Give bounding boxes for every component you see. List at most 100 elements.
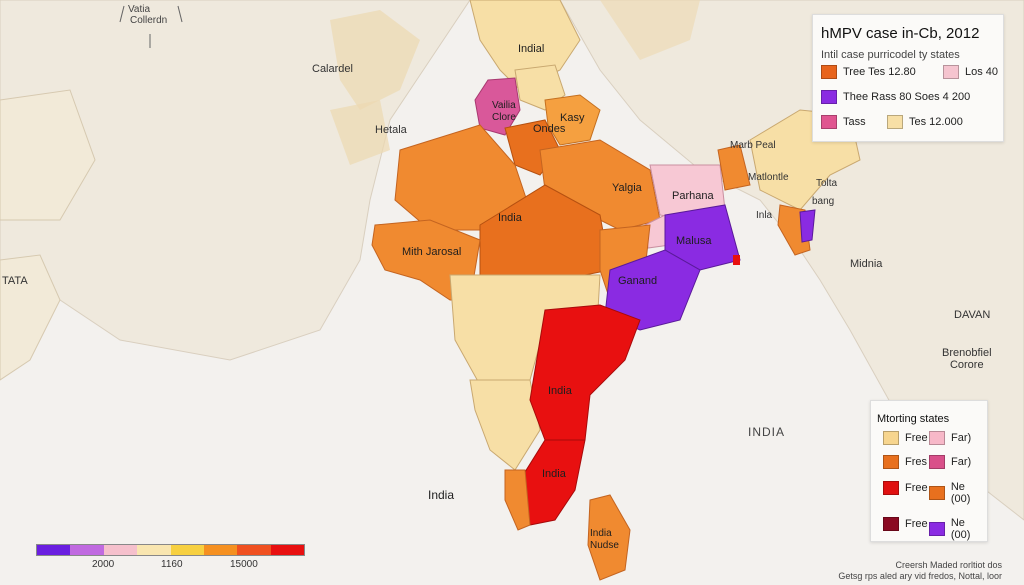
legend-label: Thee Rass 80 Soes 4 200 [843,91,971,103]
credits-line2: Getsg rps aled ary vid fredos, Nottal, l… [838,571,1002,581]
legend-swatch [929,431,945,445]
legend-swatch [929,455,945,469]
label-calardel: Calardel [312,63,353,75]
legend-label: Tes 12.000 [909,116,963,128]
legend-swatch [929,522,945,536]
scale-segment [137,545,171,555]
label-parhana: Parhana [672,190,714,202]
scale-segment [103,545,138,555]
sandy-patch-3 [600,0,700,60]
label-yalgia: Yalgia [612,182,642,194]
legend-row-1-right: Los 40 [943,65,998,79]
label-india-sea: INDIA [748,425,786,439]
state-lanka [587,494,631,581]
legend-label: Los 40 [965,66,999,78]
legend-item-label: Far) [951,456,972,468]
scale-segment [37,545,71,555]
label-indial: Indial [518,43,545,55]
legend-item: Far) [929,431,971,445]
legend-swatch [883,517,899,531]
sandy-patch-1 [330,10,420,110]
legend-item-label: Far) [951,432,972,444]
label-ondes: Ondes [533,123,566,135]
label-tata: TATA [2,275,28,287]
state-pink-north [474,77,521,136]
legend-swatch [887,115,903,129]
scale-segment [70,545,104,555]
land-left-blob [0,89,96,221]
legend-item-label: Free [905,432,928,444]
label-kasy: Kasy [560,112,585,124]
legend-item-label: Free [905,518,928,530]
legend-item: Ne (00) [929,517,987,541]
label-india-center: India [498,212,522,224]
color-scale-bar [36,544,305,556]
land-left-lower [0,254,61,381]
legend-bottom-title: Mtorting states [877,413,950,425]
label-midnia: Midnia [850,258,883,270]
compass-line2: Collerdn [130,15,168,26]
label-brenobfiel: Brenobfiel Corore [942,347,992,371]
label-marb-peal: Marb Peal [730,140,776,151]
scale-segment [237,545,271,555]
scale-segment [203,545,238,555]
state-red-dot [733,255,740,265]
state-kerala [504,469,531,531]
state-ne-orange-1 [717,144,751,191]
legend-item-label: Ne (00) [950,517,971,541]
label-tolta: Tolta [816,178,838,189]
legend-panel-bottom: Mtorting states Free Far) Fres Far) Free… [870,400,988,542]
scale-label-2: 1160 [161,559,183,570]
legend-swatch [883,455,899,469]
legend-item: Ne (00) [929,481,987,505]
state-ne-purple [799,209,816,243]
sandy-patch-2 [330,100,390,165]
scale-segment [170,545,204,555]
legend-item-label: Free [905,482,928,494]
legend-row-2: Thee Rass 80 Soes 4 200 [821,90,970,104]
label-india-red1: India [548,385,572,397]
legend-swatch [821,115,837,129]
legend-row-1-left: Tree Tes 12.80 [821,65,916,79]
label-malusa: Malusa [676,235,712,247]
legend-row-3-right: Tes 12.000 [887,115,963,129]
legend-item-label: Fres [905,456,927,468]
label-davan: DAVAN [954,309,991,321]
label-india-red2: India [542,468,566,480]
label-hetala: Hetala [375,124,407,136]
legend-swatch [883,431,899,445]
map-credits: Creersh Maded rorltiot dos Getsg rps ale… [838,560,1002,582]
scale-label-3: 15000 [230,559,258,570]
legend-swatch [821,90,837,104]
legend-item: Far) [929,455,971,469]
scale-label-1: 2000 [92,559,115,570]
legend-label: Tree Tes 12.80 [843,66,916,78]
legend-item-label: Ne (00) [950,481,971,505]
compass-line1: Vatia [128,4,151,15]
label-ganand: Ganand [618,275,658,287]
legend-swatch [943,65,959,79]
compass-icon [119,5,183,48]
label-bang: bang [812,196,835,207]
legend-item: Free [883,517,928,531]
state-red-andhra [529,304,641,441]
label-india-south: India [428,488,455,502]
credits-line1: Creersh Maded rorltiot dos [895,560,1002,570]
scale-segment [270,545,304,555]
label-inla: Inla [756,210,773,221]
legend-label: Tass [843,116,866,128]
legend-item: Free [883,431,928,445]
legend-panel-top: hMPV case in-Cb, 2012 Intil case purrico… [812,14,1004,142]
legend-item: Free [883,481,928,495]
state-malusa [664,204,741,271]
label-matlontle: Matlontle [748,172,789,183]
legend-swatch [929,486,945,500]
label-vailia-clore: Vailia Clore [492,100,516,123]
legend-subtitle: Intil case purricodel ty states [821,49,960,61]
legend-swatch [821,65,837,79]
label-india-lanka: India Nudse [590,528,619,551]
legend-title: hMPV case in-Cb, 2012 [821,25,980,42]
legend-row-3-left: Tass [821,115,866,129]
label-mith-jarosal: Mith Jarosal [402,246,462,258]
legend-item: Fres [883,455,927,469]
